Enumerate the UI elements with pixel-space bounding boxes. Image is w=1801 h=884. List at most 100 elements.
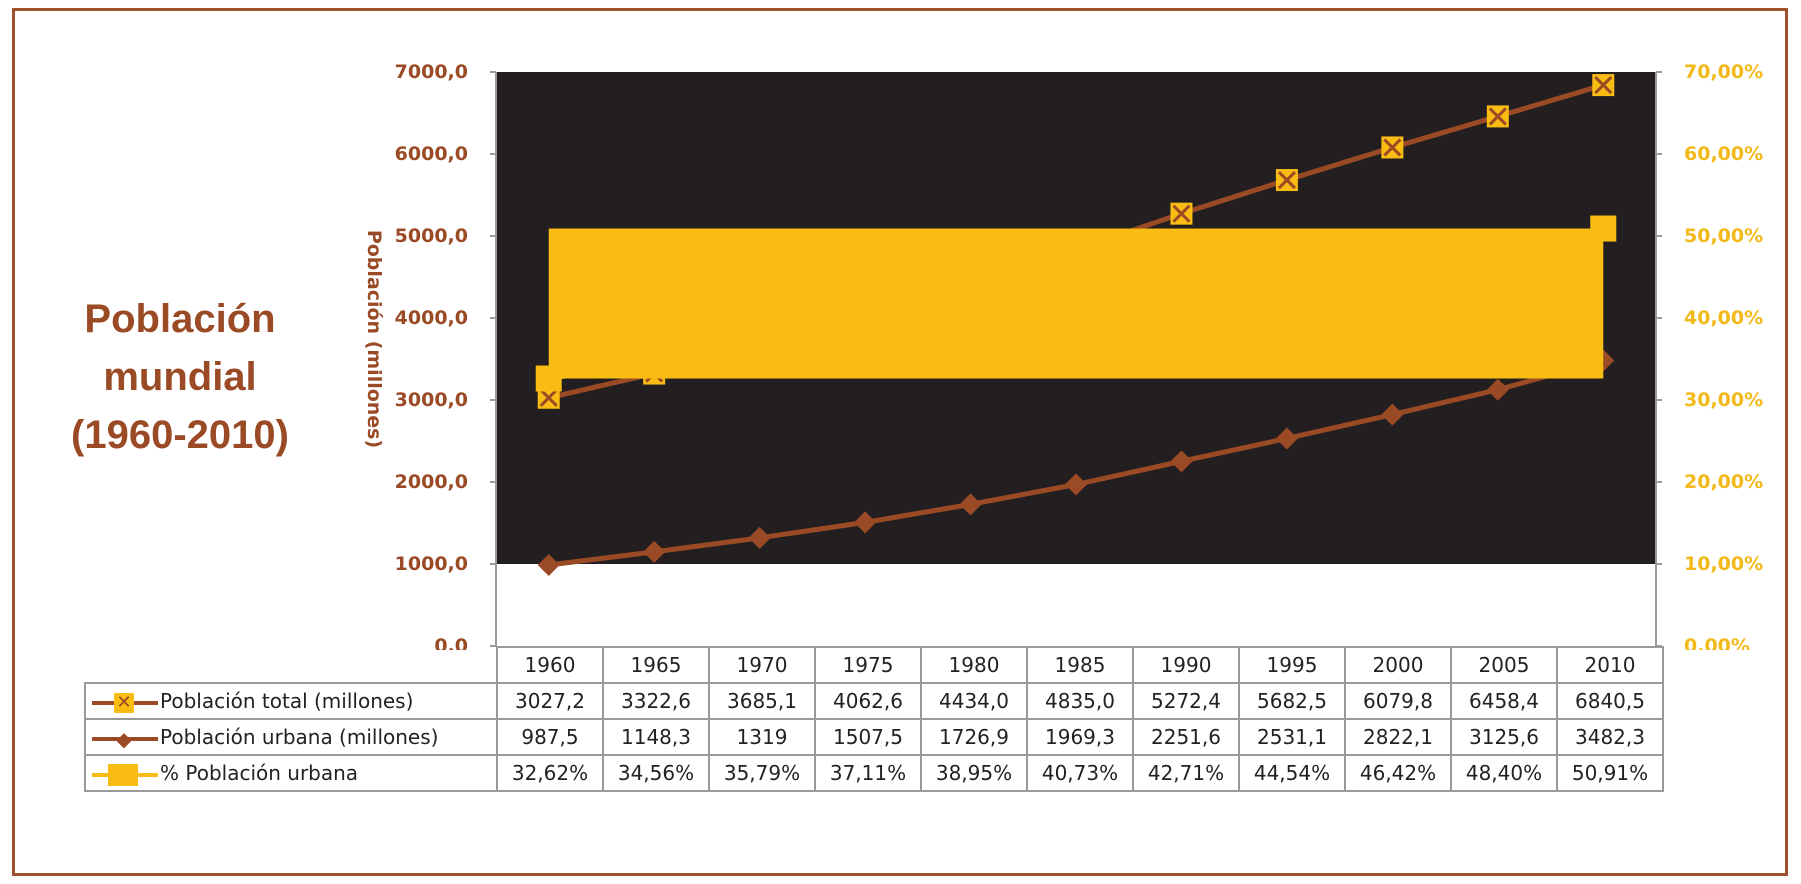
data-point-diamond (1486, 378, 1509, 401)
table-year-header: 1980 (920, 646, 1028, 684)
y-left-tick-label: 7000,0 (395, 61, 468, 83)
data-point-diamond (1170, 450, 1193, 473)
table-cell: 1148,3 (602, 718, 710, 756)
data-point-diamond (537, 554, 560, 577)
table-cell: 4062,6 (814, 682, 922, 720)
data-point-square (1590, 215, 1617, 242)
table-cell: 1507,5 (814, 718, 922, 756)
legend-entry: % Población urbana (84, 754, 498, 792)
table-year-header: 1970 (708, 646, 816, 684)
chart-frame (12, 8, 1788, 876)
table-cell: 6079,8 (1344, 682, 1452, 720)
data-point-diamond (1275, 427, 1298, 450)
table-cell: 3125,6 (1450, 718, 1558, 756)
data-point-diamond (1065, 473, 1087, 496)
data-point-square (852, 328, 879, 355)
table-cell: 3322,6 (602, 682, 710, 720)
table-row: ◆ Población urbana (millones) 987,5 1148,3 1… (84, 718, 1664, 756)
data-point-square (1379, 252, 1406, 279)
table-year-header: 2005 (1450, 646, 1558, 684)
y-right-tick-label: 20,00% (1684, 471, 1763, 493)
table-cell: 3027,2 (496, 682, 604, 720)
y-right-tick-label: 70,00% (1684, 61, 1763, 83)
side-title-line-3: (1960-2010) (71, 413, 289, 457)
legend-key-icon: ◆ (92, 729, 158, 749)
y-right-tick-label: 40,00% (1684, 307, 1763, 329)
table-cell: 987,5 (496, 718, 604, 756)
series-2 (535, 215, 1617, 392)
y-right-tick-label: 30,00% (1684, 389, 1763, 411)
legend-label: Población total (millones) (160, 689, 414, 713)
table-cell: 6840,5 (1556, 682, 1664, 720)
y-right-tick-label: 60,00% (1684, 143, 1763, 165)
table-cell: 2822,1 (1344, 718, 1452, 756)
data-point-diamond (854, 511, 877, 534)
y-left-tick-label: 1000,0 (395, 553, 468, 575)
data-point-diamond (748, 526, 771, 549)
table-header-row: 1960 1965 1970 1975 1980 1985 1990 1995 2000 2005… (85, 646, 1664, 684)
legend-label: % Población urbana (160, 761, 359, 785)
data-point-square (957, 313, 984, 340)
table-cell: 42,71% (1132, 754, 1240, 792)
data-point-x (1172, 204, 1191, 223)
data-point-diamond (643, 540, 666, 563)
y-left-tick-label: 0,0 (434, 635, 468, 650)
table-cell: 32,62% (496, 754, 604, 792)
data-table: 1960 1965 1970 1975 1980 1985 1990 1995 2000 2005… (84, 646, 1664, 792)
data-point-square (535, 365, 562, 392)
table-row: % Población urbana 32,62% 34,56% 35,79% 37,1… (84, 754, 1664, 792)
y-left-tick-label: 2000,0 (395, 471, 468, 493)
table-cell: 34,56% (602, 754, 710, 792)
table-cell: 3482,3 (1556, 718, 1664, 756)
table-cell: 3685,1 (708, 682, 816, 720)
table-cell: 48,40% (1450, 754, 1558, 792)
table-year-header: 1985 (1026, 646, 1134, 684)
table-cell: 38,95% (920, 754, 1028, 792)
data-point-square (746, 339, 773, 366)
table-year-header: 2000 (1344, 646, 1452, 684)
legend-entry: ◆ Población urbana (millones) (84, 718, 498, 756)
y-left-tick-label: 3000,0 (395, 389, 468, 411)
data-point-x (539, 388, 558, 407)
table-cell: 1319 (708, 718, 816, 756)
table-cell: 37,11% (814, 754, 922, 792)
data-point-diamond (1381, 403, 1404, 426)
legend-key-icon: ✕ (92, 692, 158, 713)
table-cell: 1969,3 (1026, 718, 1134, 756)
table-cell: 40,73% (1026, 754, 1134, 792)
table-cell: 44,54% (1238, 754, 1346, 792)
table-year-header: 1965 (602, 646, 710, 684)
y-left-tick-label: 5000,0 (395, 225, 468, 247)
table-cell: 5272,4 (1132, 682, 1240, 720)
data-point-square (1484, 236, 1511, 263)
table-year-header: 1960 (496, 646, 604, 684)
data-point-square (1273, 267, 1300, 294)
legend-label: Población urbana (millones) (160, 725, 439, 749)
chart-side-title: Población mundial (1960-2010) (20, 290, 340, 464)
table-year-header: 1995 (1238, 646, 1346, 684)
table-corner (85, 647, 497, 683)
legend-key-icon (92, 763, 158, 786)
table-cell: 4434,0 (920, 682, 1028, 720)
table-cell: 2531,1 (1238, 718, 1346, 756)
side-title-line-1: Población (84, 297, 276, 341)
table-year-header: 1975 (814, 646, 922, 684)
table-cell: 2251,6 (1132, 718, 1240, 756)
data-point-x (1277, 170, 1296, 190)
data-point-x (1488, 107, 1507, 126)
table-year-header: 2010 (1556, 646, 1664, 684)
table-cell: 6458,4 (1450, 682, 1558, 720)
y-right-tick-label: 0,00% (1684, 635, 1750, 650)
table-row: ✕ Población total (millones) 3027,2 3322,6 3… (84, 682, 1664, 720)
combo-chart: 0,0 1000,0 2000,0 3000,0 4000,0 5000,0 6000,0 7… (363, 61, 1763, 650)
side-title-line-2: mundial (103, 355, 257, 399)
table-cell: 46,42% (1344, 754, 1452, 792)
table-cell: 4835,0 (1026, 682, 1134, 720)
data-point-square (1168, 282, 1195, 309)
table-cell: 35,79% (708, 754, 816, 792)
table-cell: 1726,9 (920, 718, 1028, 756)
data-point-square (1063, 299, 1089, 326)
y-right-tick-label: 10,00% (1684, 553, 1763, 575)
table-cell: 50,91% (1556, 754, 1664, 792)
data-point-x (1594, 76, 1613, 95)
